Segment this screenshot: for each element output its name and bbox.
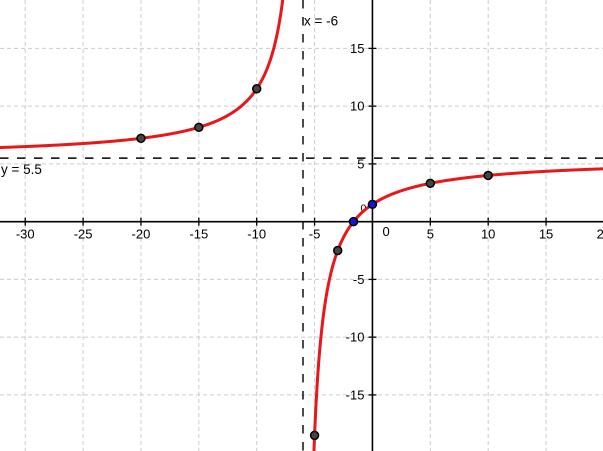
svg-text:-20: -20 [132, 227, 151, 242]
svg-text:5: 5 [427, 227, 434, 242]
svg-text:-5: -5 [309, 227, 321, 242]
svg-text:5: 5 [357, 156, 364, 171]
svg-text:0: 0 [382, 224, 389, 239]
svg-text:x = -6: x = -6 [304, 14, 338, 29]
svg-text:-15: -15 [346, 387, 365, 402]
svg-text:-10: -10 [247, 227, 266, 242]
svg-text:15: 15 [539, 227, 553, 242]
svg-text:-25: -25 [74, 227, 93, 242]
svg-text:-30: -30 [16, 227, 35, 242]
svg-text:10: 10 [350, 99, 364, 114]
svg-text:10: 10 [481, 227, 495, 242]
svg-text:-5: -5 [353, 272, 365, 287]
svg-text:y = 5.5: y = 5.5 [1, 162, 42, 177]
svg-text:-10: -10 [346, 330, 365, 345]
svg-text:15: 15 [350, 41, 364, 56]
svg-text:-15: -15 [189, 227, 208, 242]
svg-text:20: 20 [597, 227, 603, 242]
